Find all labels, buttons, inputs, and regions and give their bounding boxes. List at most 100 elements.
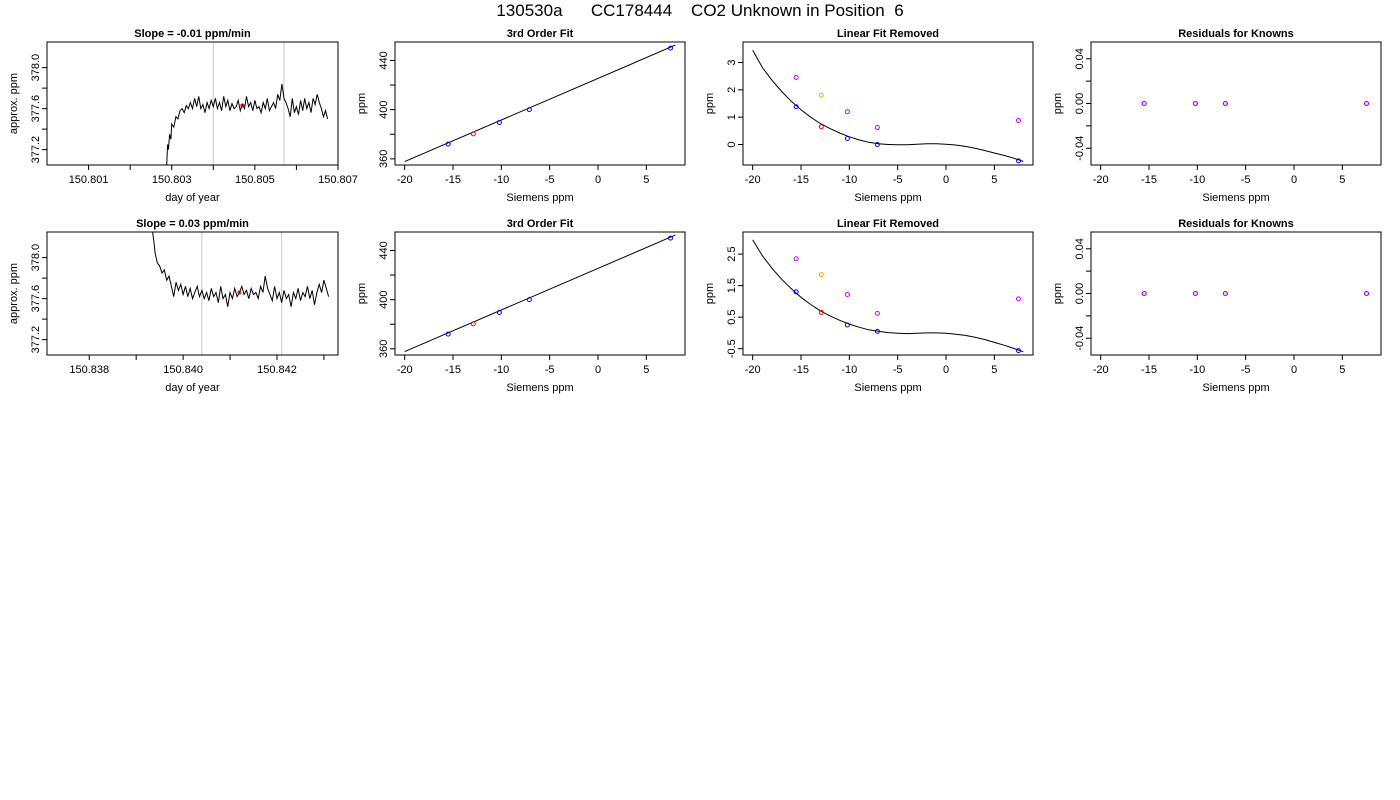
data-point (1016, 158, 1021, 164)
data-point (793, 75, 799, 81)
x-tick-label: 5 (643, 174, 649, 186)
data-point (874, 142, 880, 147)
y-tick-label: 0.04 (1074, 48, 1086, 69)
data-point (793, 256, 799, 262)
data-point (844, 135, 850, 141)
x-tick-label: 0 (943, 174, 949, 186)
data-point (818, 272, 824, 278)
x-tick-label: -10 (1189, 364, 1205, 376)
y-axis-label: ppm (704, 93, 716, 114)
x-tick-label: -15 (793, 174, 809, 186)
x-tick-label: -10 (841, 364, 857, 376)
y-tick-label: 360 (378, 340, 390, 358)
plot-frame (1090, 41, 1382, 166)
x-tick-label: -20 (1093, 364, 1109, 376)
data-point (793, 104, 799, 110)
plot-frame (742, 231, 1034, 356)
data-point (470, 131, 476, 137)
y-tick-label: 0.00 (1074, 283, 1086, 304)
data-point (818, 92, 824, 98)
x-axis-label: Siemens ppm (854, 192, 921, 204)
x-axis-label: day of year (165, 192, 220, 204)
data-point (1192, 291, 1198, 296)
data-point (1364, 291, 1369, 296)
y-tick-label: 360 (378, 150, 390, 168)
data-point (526, 107, 532, 113)
chart-panel-1: Slope = -0.01 ppm/min 150.801 150.803 150.8… (8, 28, 358, 204)
y-tick-label: 0.5 (726, 310, 738, 325)
x-tick-label: -5 (545, 174, 555, 186)
x-tick-label: -15 (1141, 364, 1157, 376)
y-tick-label: 440 (378, 51, 390, 69)
y-axis-label: ppm (1052, 283, 1064, 304)
chart-title: Linear Fit Removed (837, 28, 939, 40)
x-tick-label: -10 (1189, 174, 1205, 186)
series-line (166, 83, 329, 165)
y-tick-label: -0.04 (1074, 326, 1086, 351)
data-point (445, 331, 451, 337)
x-axis-label: Siemens ppm (506, 382, 573, 394)
y-tick-label: 377.2 (30, 326, 42, 354)
data-point (496, 309, 502, 315)
x-axis-label: Siemens ppm (506, 192, 573, 204)
data-point (844, 109, 850, 115)
chart-panel-6: 3rd Order Fit -20 -15 -10 -5 0 5 360 400 440 Sieme… (356, 218, 686, 394)
plot-frame (742, 41, 1034, 166)
y-axis-label: approx. ppm (8, 73, 20, 134)
x-tick-label: -5 (1241, 364, 1251, 376)
page-title: 130530a CC178444 CO2 Unknown in Position… (496, 1, 904, 20)
chart-title: 3rd Order Fit (507, 218, 574, 230)
chart-panel-2: 3rd Order Fit -20 -15 -10 -5 0 5 360 400 440 Sieme… (356, 28, 686, 204)
fit-curve (752, 239, 1024, 353)
chart-title: Residuals for Knowns (1178, 28, 1294, 40)
y-axis-label: ppm (704, 283, 716, 304)
y-tick-label: -0.04 (1074, 136, 1086, 161)
y-tick-label: 400 (378, 100, 390, 118)
x-tick-label: -10 (493, 174, 509, 186)
data-point (844, 322, 850, 328)
data-point (1016, 296, 1021, 302)
y-tick-label: 2.5 (726, 246, 738, 261)
y-tick-label: 3 (726, 59, 738, 65)
x-tick-label: 0 (1291, 364, 1297, 376)
x-tick-label: 5 (1339, 364, 1345, 376)
y-tick-label: 378.0 (30, 54, 42, 82)
y-tick-label: 1 (726, 114, 738, 120)
chart-title: Slope = -0.01 ppm/min (134, 28, 251, 40)
data-point (844, 291, 850, 297)
data-point (526, 297, 532, 303)
x-tick-label: -5 (893, 174, 903, 186)
y-tick-label: 377.6 (30, 95, 42, 123)
data-point (445, 141, 451, 147)
data-point (470, 321, 476, 327)
data-point (818, 124, 824, 130)
x-tick-label: 5 (991, 174, 997, 186)
data-point (1222, 101, 1228, 106)
fit-curve (404, 44, 676, 163)
x-tick-label: -20 (397, 364, 413, 376)
series-line (152, 232, 330, 307)
x-tick-label: 5 (1339, 174, 1345, 186)
x-tick-label: 150.807 (318, 174, 358, 186)
y-axis-label: ppm (356, 93, 368, 114)
chart-title: Slope = 0.03 ppm/min (136, 218, 249, 230)
y-tick-label: 377.2 (30, 136, 42, 164)
x-tick-label: 150.803 (152, 174, 192, 186)
x-tick-label: -15 (445, 174, 461, 186)
x-tick-label: -20 (397, 174, 413, 186)
plot-frame (46, 231, 339, 356)
data-point (793, 289, 799, 295)
x-tick-label: 150.801 (69, 174, 109, 186)
data-point (1222, 291, 1228, 296)
x-tick-label: -20 (745, 364, 761, 376)
y-tick-label: 378.0 (30, 244, 42, 272)
x-axis-label: Siemens ppm (854, 382, 921, 394)
x-tick-label: 0 (1291, 174, 1297, 186)
data-point (668, 235, 673, 241)
data-point (1364, 101, 1369, 106)
y-tick-label: 0.00 (1074, 93, 1086, 114)
data-point (1141, 101, 1147, 106)
chart-panel-7: Linear Fit Removed -20 -15 -10 -5 0 5 -0.5 0.5 1.… (704, 218, 1034, 394)
x-tick-label: -10 (841, 174, 857, 186)
x-tick-label: 0 (943, 364, 949, 376)
